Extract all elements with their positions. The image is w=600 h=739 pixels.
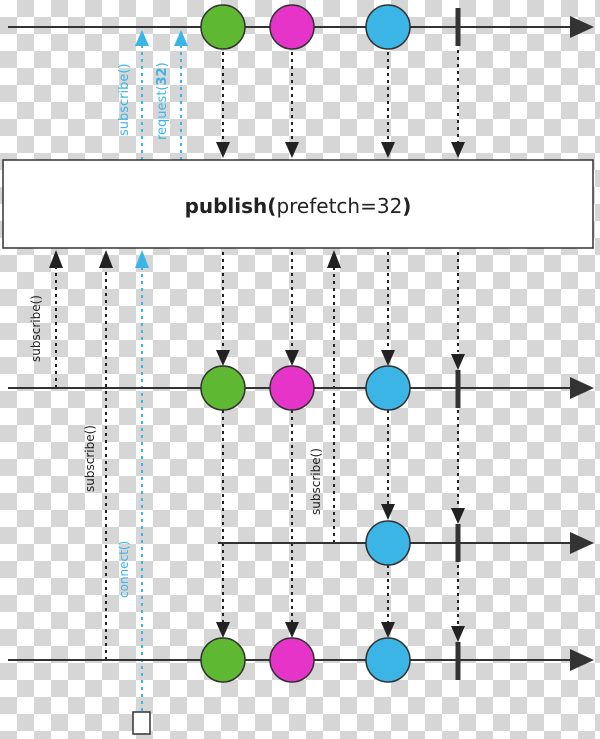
subscriber2-subscribe-label: subscribe() bbox=[309, 448, 323, 515]
marble-blue bbox=[365, 637, 411, 683]
operator-box: publish(prefetch=32) bbox=[2, 159, 594, 249]
subscription-signals: subscribe() subscribe() connect() subscr… bbox=[29, 250, 341, 735]
upstream-signals: subscribe() request(32) bbox=[117, 30, 188, 160]
source-marble-magenta bbox=[269, 4, 315, 50]
marble-blue bbox=[365, 365, 411, 411]
source-to-operator-arrows bbox=[222, 50, 459, 145]
subscriber2-timeline bbox=[218, 520, 594, 566]
operator-label: publish(prefetch=32) bbox=[185, 194, 412, 218]
marble-green bbox=[200, 365, 246, 411]
subscriber1-subscribe-label: subscribe() bbox=[29, 295, 43, 362]
marble-blue bbox=[365, 520, 411, 566]
marble-magenta bbox=[269, 637, 315, 683]
connect-trigger-box bbox=[132, 711, 151, 735]
connect-label: connect() bbox=[117, 541, 131, 598]
source-marble-blue bbox=[365, 4, 411, 50]
marble-magenta bbox=[269, 365, 315, 411]
subscriber1-timeline bbox=[8, 365, 594, 411]
timeline-arrow-icon bbox=[570, 16, 594, 38]
subscriber3-timeline bbox=[8, 637, 594, 683]
marble-green bbox=[200, 637, 246, 683]
subscriber3-subscribe-label: subscribe() bbox=[83, 425, 97, 492]
upstream-subscribe-label: subscribe() bbox=[117, 63, 132, 136]
source-marble-green bbox=[200, 4, 246, 50]
request-label: request(32) bbox=[155, 62, 170, 140]
operator-to-subscriber-arrows bbox=[222, 252, 459, 624]
